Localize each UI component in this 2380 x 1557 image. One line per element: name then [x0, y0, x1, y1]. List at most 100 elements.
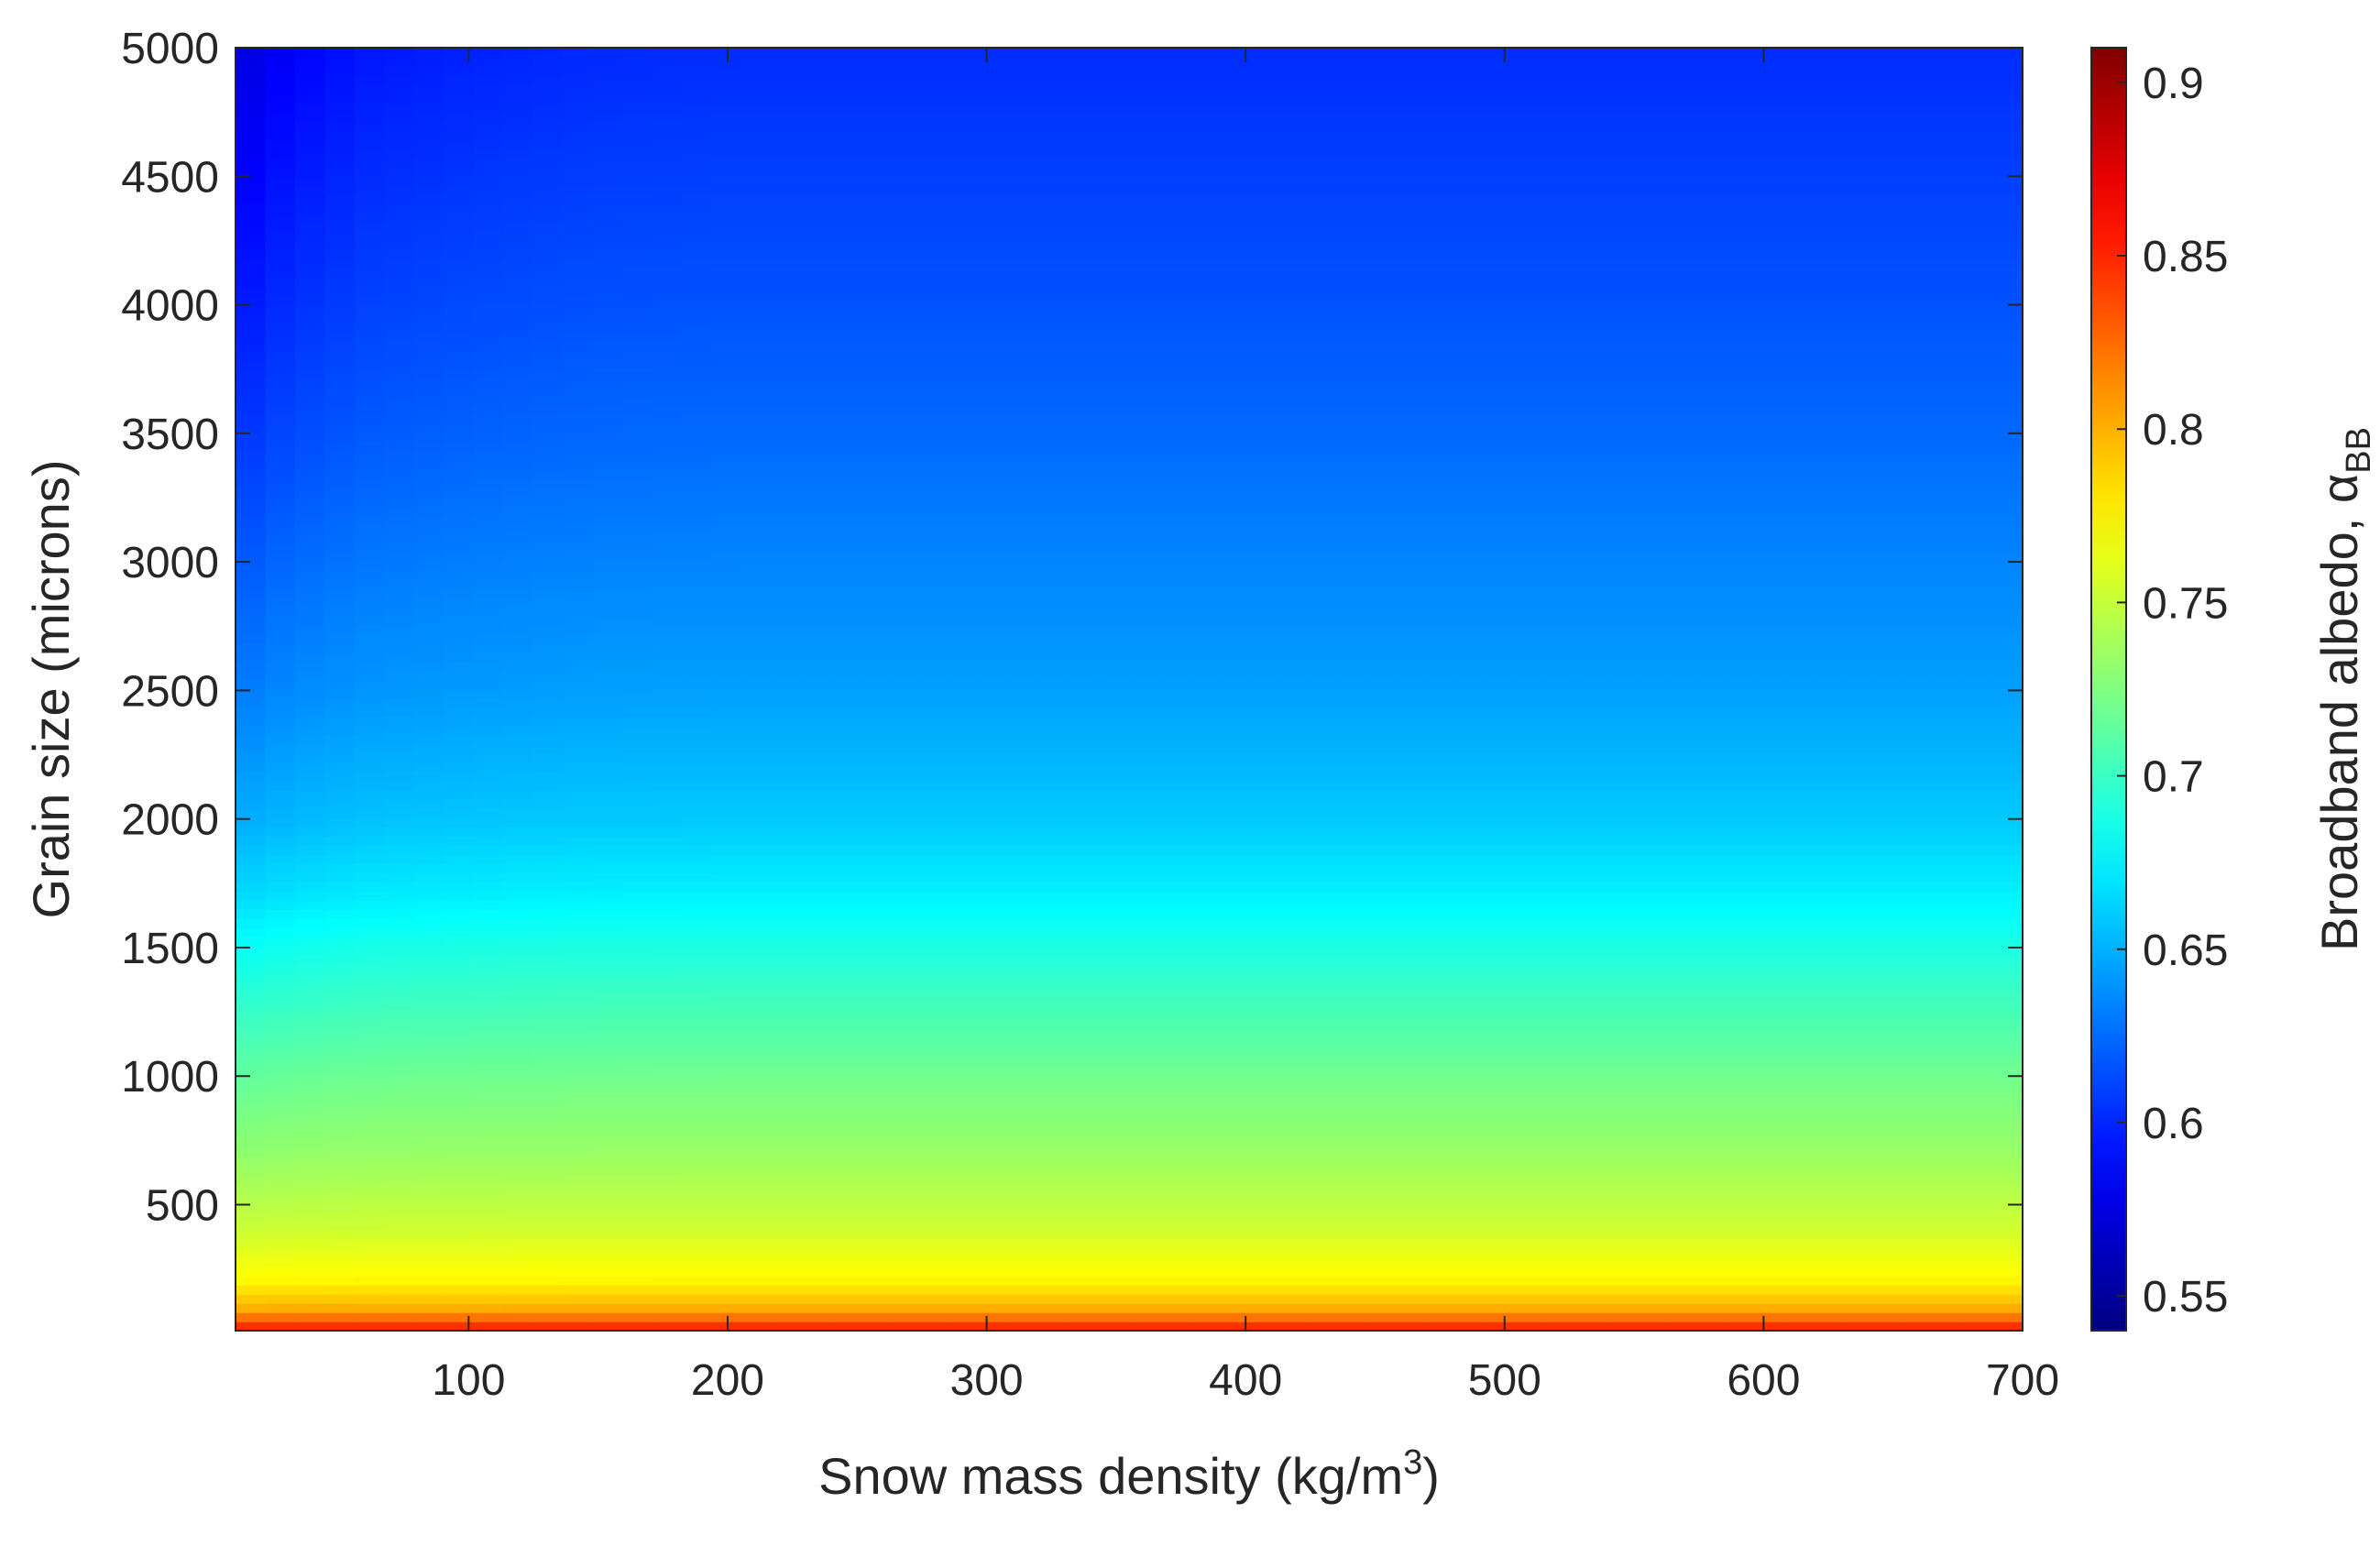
- heatmap-cell: [1248, 900, 1279, 910]
- heatmap-cell: [1844, 598, 1875, 608]
- heatmap-cell: [444, 1230, 475, 1240]
- heatmap-cell: [653, 827, 684, 837]
- heatmap-cell: [1069, 1202, 1101, 1212]
- heatmap-cell: [1486, 772, 1518, 782]
- heatmap-cell: [772, 634, 803, 644]
- heatmap-cell: [1039, 680, 1070, 690]
- heatmap-cell: [1486, 643, 1518, 653]
- heatmap-cell: [1456, 735, 1487, 745]
- heatmap-cell: [1516, 1147, 1547, 1157]
- heatmap-cell: [265, 827, 296, 837]
- heatmap-cell: [503, 1138, 534, 1148]
- heatmap-cell: [1695, 1129, 1726, 1139]
- heatmap-cell: [1814, 1102, 1845, 1112]
- heatmap-cell: [1784, 717, 1815, 727]
- heatmap-cell: [1308, 937, 1339, 947]
- heatmap-cell: [1814, 1321, 1845, 1331]
- heatmap-cell: [920, 1037, 951, 1047]
- heatmap-cell: [831, 607, 862, 617]
- heatmap-cell: [1308, 781, 1339, 791]
- heatmap-cell: [1158, 598, 1190, 608]
- heatmap-cell: [384, 689, 415, 699]
- heatmap-cell: [1129, 744, 1160, 754]
- heatmap-cell: [1069, 964, 1101, 974]
- heatmap-cell: [861, 634, 892, 644]
- heatmap-cell: [1695, 607, 1726, 617]
- heatmap-cell: [1754, 1321, 1785, 1331]
- heatmap-cell: [295, 607, 326, 617]
- heatmap-cell: [324, 1294, 356, 1304]
- heatmap-cell: [474, 1166, 505, 1176]
- heatmap-cell: [1575, 1001, 1607, 1011]
- heatmap-cell: [1575, 900, 1607, 910]
- heatmap-cell: [324, 735, 356, 745]
- heatmap-cell: [236, 1321, 267, 1331]
- heatmap-cell: [950, 937, 982, 947]
- heatmap-cell: [950, 607, 982, 617]
- heatmap-cell: [1635, 992, 1666, 1002]
- heatmap-cell: [563, 955, 594, 965]
- heatmap-cell: [1337, 1010, 1368, 1020]
- heatmap-cell: [533, 1294, 565, 1304]
- heatmap-cell: [1933, 1120, 1964, 1130]
- heatmap-cell: [1546, 1266, 1577, 1277]
- heatmap-cell: [1308, 588, 1339, 598]
- heatmap-cell: [444, 1257, 475, 1267]
- heatmap-cell: [712, 772, 743, 782]
- heatmap-cell: [295, 1129, 326, 1139]
- heatmap-cell: [1010, 982, 1041, 992]
- heatmap-cell: [712, 744, 743, 754]
- heatmap-cell: [384, 909, 415, 919]
- heatmap-cell: [1158, 717, 1190, 727]
- heatmap-cell: [1099, 817, 1130, 828]
- heatmap-cell: [682, 1266, 713, 1277]
- heatmap-cell: [1278, 1184, 1309, 1194]
- heatmap-cell: [741, 1083, 773, 1093]
- heatmap-cell: [1575, 1175, 1607, 1185]
- heatmap-cell: [563, 717, 594, 727]
- heatmap-cell: [295, 753, 326, 763]
- heatmap-cell: [593, 827, 624, 837]
- heatmap-cell: [1516, 836, 1547, 846]
- heatmap-cell: [355, 1248, 386, 1258]
- heatmap-cell: [741, 1092, 773, 1102]
- heatmap-cell: [622, 753, 653, 763]
- heatmap-cell: [1397, 863, 1428, 873]
- heatmap-cell: [920, 808, 951, 818]
- heatmap-cell: [1784, 579, 1815, 589]
- heatmap-cell: [1456, 762, 1487, 773]
- heatmap-cell: [384, 790, 415, 800]
- heatmap-cell: [1189, 588, 1220, 598]
- heatmap-cell: [1963, 946, 1994, 956]
- heatmap-cell: [1606, 909, 1637, 919]
- heatmap-cell: [533, 955, 565, 965]
- heatmap-cell: [1992, 652, 2023, 663]
- heatmap-cell: [861, 1248, 892, 1258]
- heatmap-cell: [801, 992, 832, 1002]
- heatmap-cell: [1397, 1111, 1428, 1121]
- heatmap-cell: [1844, 744, 1875, 754]
- heatmap-cell: [831, 1083, 862, 1093]
- heatmap-cell: [1844, 1230, 1875, 1240]
- heatmap-cell: [1546, 1294, 1577, 1304]
- heatmap-cell: [653, 707, 684, 718]
- heatmap-cell: [593, 1248, 624, 1258]
- heatmap-cell: [891, 1083, 922, 1093]
- heatmap-cell: [1665, 772, 1696, 782]
- heatmap-cell: [1248, 1312, 1279, 1322]
- heatmap-cell: [1873, 836, 1904, 846]
- heatmap-cell: [1933, 909, 1964, 919]
- heatmap-cell: [1844, 1303, 1875, 1313]
- heatmap-cell: [653, 726, 684, 736]
- heatmap-cell: [1248, 1065, 1279, 1075]
- heatmap-cell: [1635, 616, 1666, 626]
- heatmap-cell: [1308, 1175, 1339, 1185]
- heatmap-cell: [444, 1065, 475, 1075]
- heatmap-cell: [891, 918, 922, 928]
- heatmap-cell: [1635, 1221, 1666, 1231]
- heatmap-cell: [653, 808, 684, 818]
- heatmap-cell: [295, 570, 326, 580]
- heatmap-cell: [1516, 937, 1547, 947]
- heatmap-cell: [772, 744, 803, 754]
- heatmap-cell: [1337, 1047, 1368, 1057]
